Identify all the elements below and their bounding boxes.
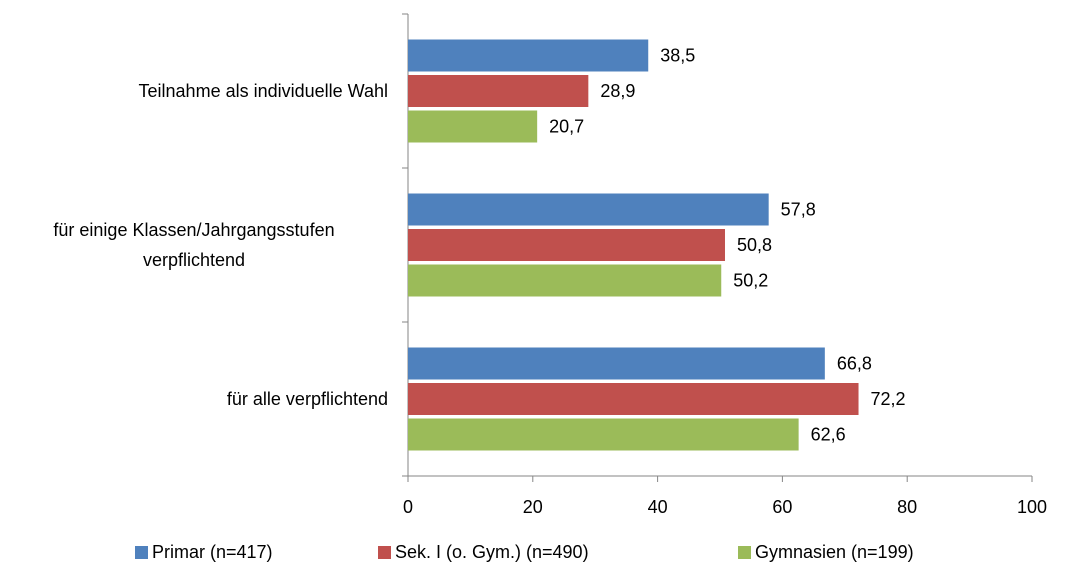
bar — [408, 418, 799, 451]
bar — [408, 75, 589, 107]
category-text: für einige Klassen/Jahrgangsstufen verpf… — [53, 220, 335, 270]
x-tick-label: 40 — [648, 497, 668, 517]
category-text: Teilnahme als individuelle Wahl — [138, 81, 388, 101]
x-tick-label: 80 — [897, 497, 917, 517]
x-tick-label: 20 — [523, 497, 543, 517]
category-text: für alle verpflichtend — [226, 389, 388, 409]
x-tick-label: 0 — [403, 497, 413, 517]
value-label: 20,7 — [549, 116, 584, 136]
value-label: 72,2 — [871, 389, 906, 409]
bar — [408, 347, 825, 380]
value-label: 38,5 — [660, 45, 695, 65]
bar — [408, 264, 722, 297]
legend-swatch — [738, 546, 751, 559]
value-label: 28,9 — [600, 81, 635, 101]
value-label: 57,8 — [781, 199, 816, 219]
category-label: für einige Klassen/Jahrgangsstufen verpf… — [0, 215, 388, 275]
legend-label: Gymnasien (n=199) — [755, 542, 914, 562]
legend-swatch — [135, 546, 148, 559]
bar — [408, 193, 769, 226]
x-tick-label: 60 — [772, 497, 792, 517]
bar — [408, 39, 649, 72]
x-tick-label: 100 — [1017, 497, 1047, 517]
value-label: 50,8 — [737, 235, 772, 255]
category-label: für alle verpflichtend — [0, 384, 388, 414]
legend-swatch — [378, 546, 391, 559]
value-label: 50,2 — [733, 270, 768, 290]
bar — [408, 110, 538, 143]
legend-label: Sek. I (o. Gym.) (n=490) — [395, 542, 589, 562]
category-label: Teilnahme als individuelle Wahl — [0, 76, 388, 106]
value-label: 62,6 — [811, 424, 846, 444]
bar — [408, 229, 725, 261]
value-label: 66,8 — [837, 353, 872, 373]
legend-label: Primar (n=417) — [152, 542, 273, 562]
bar — [408, 383, 859, 415]
